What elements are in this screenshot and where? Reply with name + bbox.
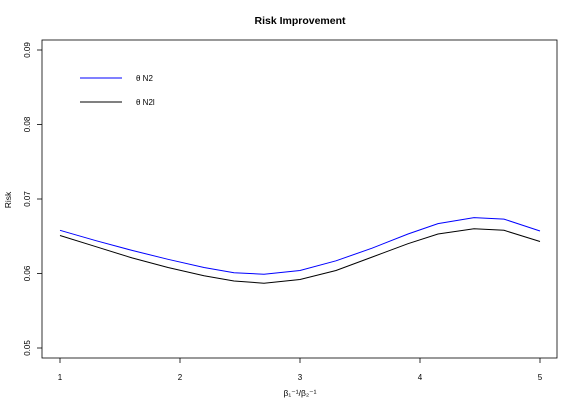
series-line-1 (59, 217, 541, 275)
y-tick-label: 0.08 (23, 116, 32, 132)
x-tick-label: 1 (58, 373, 63, 382)
axes: 1 2 3 4 5 0.05 0.06 0.07 0.08 0.09 (23, 42, 543, 382)
chart-title: Risk Improvement (254, 15, 346, 27)
series-lines (59, 217, 541, 284)
x-tick-label: 2 (178, 373, 183, 382)
y-tick-label: 0.06 (23, 265, 32, 281)
legend-label-2: θ N2l (136, 98, 155, 107)
y-axis-label: Risk (3, 191, 13, 208)
series-line-2 (59, 228, 541, 284)
y-tick-label: 0.05 (23, 340, 32, 356)
x-axis-label: β₁⁻¹/β₂⁻¹ (284, 388, 317, 398)
plot-frame (41, 39, 558, 359)
x-tick-label: 4 (418, 373, 423, 382)
x-tick-label: 5 (538, 373, 543, 382)
x-tick-label: 3 (298, 373, 303, 382)
legend: θ N2 θ N2l (80, 74, 155, 107)
y-tick-label: 0.07 (23, 191, 32, 207)
y-tick-label: 0.09 (23, 42, 32, 58)
legend-label-1: θ N2 (136, 74, 153, 83)
